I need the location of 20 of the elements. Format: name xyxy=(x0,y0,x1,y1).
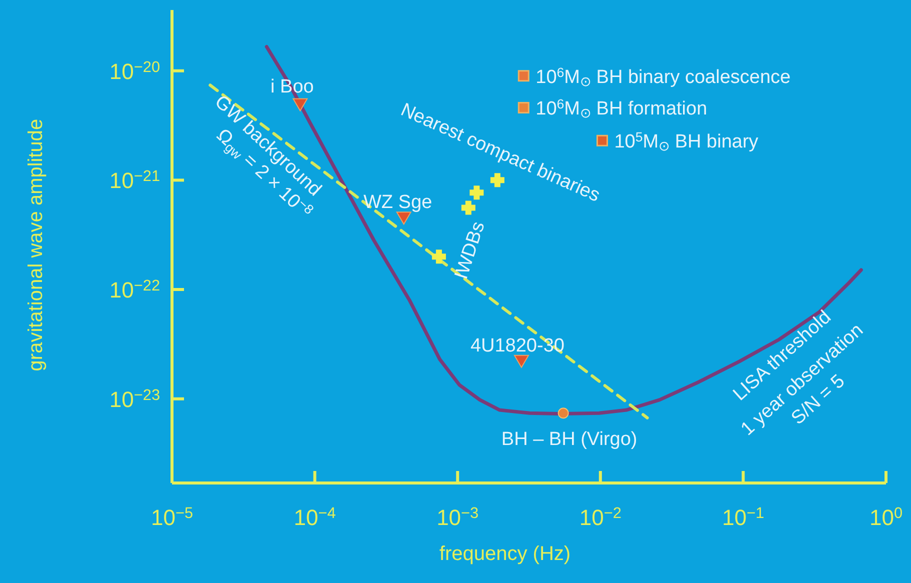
x-tick-label: 10$^{−3}$ xyxy=(436,505,479,530)
y-tick-label: 10$^{−23}$ xyxy=(109,386,160,412)
series-label: WZ Sge xyxy=(363,192,432,214)
series-label: 10$^{6}$M$_{⊙}$ BH binary coalescence xyxy=(536,64,791,90)
text: IWDBs xyxy=(451,219,490,282)
y-tick-label: 10$^{−20}$ xyxy=(109,58,160,84)
y-tick-label: 10$^{−21}$ xyxy=(109,168,160,194)
series-label: 10$^{5}$M$_{⊙}$ BH binary xyxy=(614,130,759,154)
series-label: i Boo xyxy=(270,76,314,98)
x-tick-label: 10$^{−5}$ xyxy=(150,505,194,530)
y-tick-label: 10$^{−22}$ xyxy=(109,278,160,303)
y-axis-title: gravitational wave amplitude xyxy=(25,118,47,372)
x-tick-label: 10$^{−2}$ xyxy=(579,505,622,530)
series-label: 4U1820-30 xyxy=(470,335,564,356)
x-tick-label: 10$^{−1}$ xyxy=(722,505,764,530)
series-label: BH – BH (Virgo) xyxy=(501,429,638,450)
x-tick-label: 10$^{0}$ xyxy=(869,505,903,530)
series-label: 10$^{6}$M$_{⊙}$ BH formation xyxy=(536,96,708,121)
x-tick-label: 10$^{−4}$ xyxy=(294,505,336,530)
x-axis-title: frequency (Hz) xyxy=(439,543,571,565)
